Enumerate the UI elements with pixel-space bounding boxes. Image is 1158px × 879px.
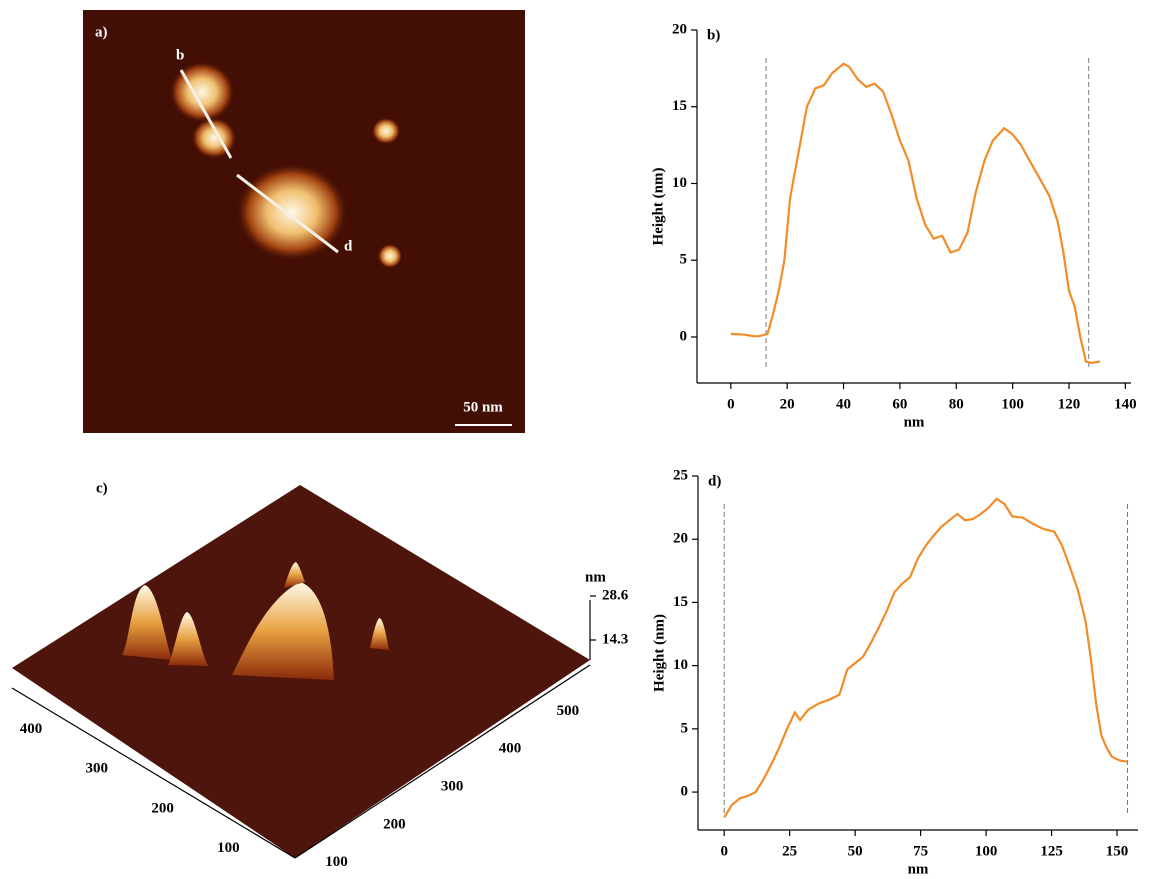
x-tick-label: 50 bbox=[848, 843, 863, 859]
x-tick-label: 300 bbox=[86, 761, 109, 777]
y-tick-label: 15 bbox=[672, 98, 687, 114]
z-tick-label: 14.3 bbox=[602, 631, 628, 647]
y-tick-label: 25 bbox=[673, 467, 688, 483]
x-tick-label: 20 bbox=[780, 396, 795, 412]
particle bbox=[237, 164, 347, 260]
x-tick-label: 100 bbox=[1001, 396, 1024, 412]
y-tick-label: 200 bbox=[383, 816, 406, 832]
peak bbox=[284, 562, 305, 588]
x-tick-label: 100 bbox=[217, 840, 240, 856]
particle bbox=[170, 62, 234, 122]
z-unit: nm bbox=[585, 569, 606, 585]
x-tick-label: 120 bbox=[1058, 396, 1081, 412]
x-tick-label: 40 bbox=[836, 396, 851, 412]
x-tick-label: 140 bbox=[1114, 396, 1137, 412]
peak bbox=[122, 585, 172, 660]
profile-line bbox=[236, 173, 339, 254]
axis bbox=[11, 687, 296, 859]
x-tick-label: 400 bbox=[20, 721, 43, 737]
y-tick-label: 20 bbox=[673, 531, 688, 547]
x-tick-label: 0 bbox=[727, 396, 735, 412]
peak bbox=[370, 618, 389, 650]
y-tick-label: 20 bbox=[672, 21, 687, 37]
x-tick-label: 150 bbox=[1106, 843, 1129, 859]
particle bbox=[378, 244, 402, 268]
line-label: b bbox=[176, 47, 184, 63]
y-tick-label: 0 bbox=[680, 328, 688, 344]
y-tick-label: 10 bbox=[672, 175, 687, 191]
afm-3d: c) nm 28.6 14.3 400 300 200 100 100 200 300 400 50… bbox=[11, 480, 629, 870]
particle bbox=[192, 118, 236, 158]
y-tick-label: 500 bbox=[557, 703, 580, 719]
y-tick-label: 100 bbox=[325, 854, 348, 870]
line-label: d bbox=[344, 238, 353, 254]
profile-line bbox=[179, 69, 233, 159]
x-tick-label: 100 bbox=[975, 843, 998, 859]
x-axis-label: nm bbox=[904, 414, 925, 430]
x-tick-label: 75 bbox=[913, 843, 928, 859]
y-tick-label: 300 bbox=[441, 779, 464, 795]
y-tick-label: 0 bbox=[681, 784, 689, 800]
x-axis-label: nm bbox=[908, 861, 929, 877]
x-tick-label: 200 bbox=[151, 800, 174, 816]
panel-label: b) bbox=[707, 27, 720, 43]
y-tick-label: 400 bbox=[499, 741, 522, 757]
z-tick-label: 28.6 bbox=[602, 587, 629, 603]
x-tick-label: 60 bbox=[892, 396, 907, 412]
peak bbox=[232, 582, 334, 680]
profile-line bbox=[723, 497, 1128, 818]
x-tick-label: 80 bbox=[949, 396, 964, 412]
panel-label: a) bbox=[95, 24, 108, 40]
y-tick-label: 5 bbox=[681, 720, 689, 736]
y-tick-label: 10 bbox=[673, 657, 688, 673]
afm-image: a) b d 50 nm bbox=[83, 10, 525, 433]
particle bbox=[372, 118, 400, 144]
y-tick-label: 5 bbox=[680, 252, 688, 268]
panel-label: d) bbox=[708, 473, 721, 489]
y-axis-label: Height (nm) bbox=[650, 168, 666, 246]
scale-bar-label: 50 nm bbox=[463, 399, 503, 415]
x-tick-label: 125 bbox=[1040, 843, 1063, 859]
x-tick-label: 25 bbox=[782, 843, 797, 859]
x-tick-label: 0 bbox=[720, 843, 728, 859]
axis bbox=[294, 664, 591, 859]
y-tick-label: 15 bbox=[673, 594, 688, 610]
panel-label: c) bbox=[96, 480, 108, 496]
y-axis-label: Height (nm) bbox=[651, 614, 667, 692]
profile-line bbox=[730, 62, 1101, 365]
peak bbox=[168, 612, 208, 666]
